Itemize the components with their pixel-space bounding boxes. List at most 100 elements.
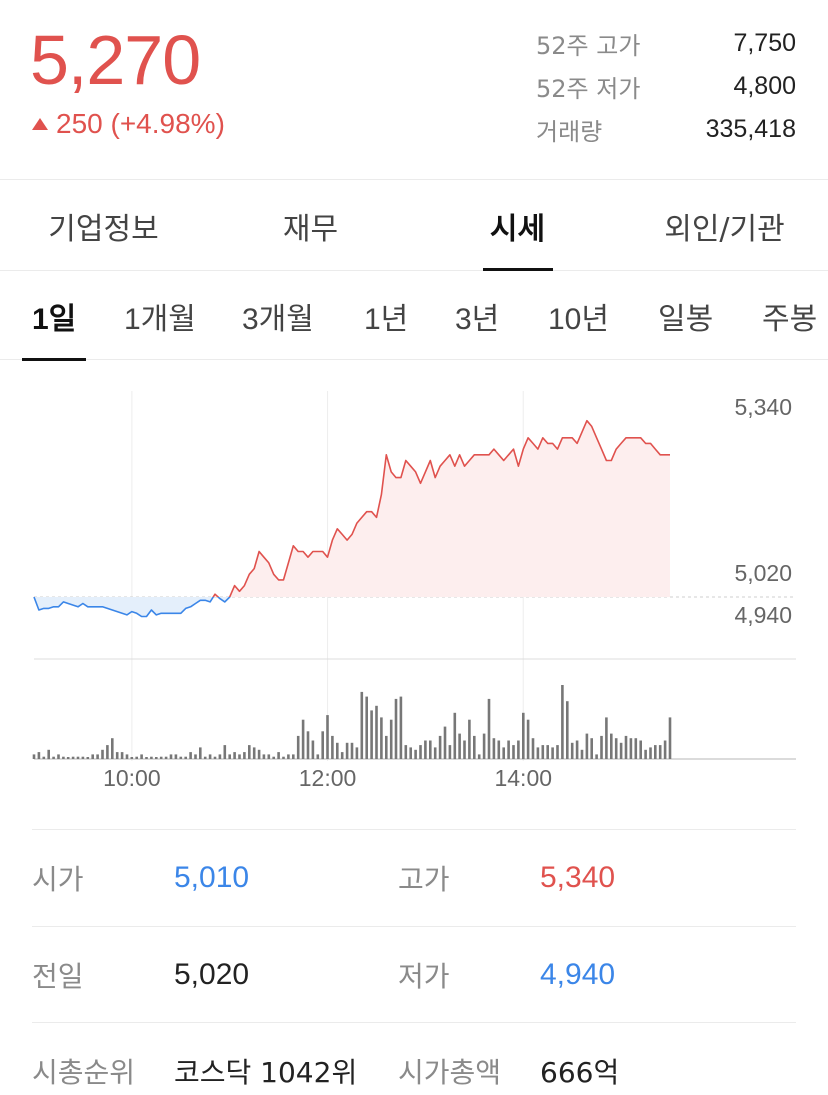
- y-axis-label: 4,940: [734, 602, 792, 628]
- volume-bar: [443, 726, 447, 759]
- volume-bar: [512, 745, 515, 759]
- volume-bar: [57, 754, 60, 759]
- stat-label: 52주 저가: [536, 75, 641, 103]
- volume-bar: [610, 733, 613, 759]
- volume-bar: [91, 754, 94, 759]
- volume-bar: [213, 756, 217, 759]
- volume-bar: [184, 756, 187, 759]
- volume-bar: [414, 749, 417, 760]
- volume-bar: [639, 740, 642, 759]
- volume-bar: [174, 754, 178, 759]
- volume-bar: [473, 735, 476, 759]
- volume-bar: [424, 740, 427, 759]
- volume-bar: [125, 754, 129, 759]
- volume-bar: [106, 745, 109, 759]
- volume-bar: [389, 719, 393, 759]
- volume-bar: [654, 745, 657, 759]
- volume-bar: [453, 712, 457, 760]
- price-area-down: [34, 597, 670, 617]
- volume-bar: [81, 756, 85, 759]
- volume-bar: [429, 740, 432, 759]
- volume-bar: [179, 756, 183, 759]
- stat-value: 4,800: [733, 72, 796, 100]
- period-10y[interactable]: 10년: [548, 303, 609, 336]
- volume-bar: [556, 745, 559, 759]
- volume-bar: [252, 747, 256, 759]
- info-row-rank-cap: 시총순위 코스닥 1042위 시가총액 666억: [32, 1022, 796, 1095]
- tab-financials[interactable]: 재무: [282, 211, 339, 247]
- volume-bar: [130, 757, 134, 759]
- volume-bar: [575, 740, 579, 759]
- volume-bar: [277, 752, 280, 759]
- volume-bar: [380, 717, 383, 759]
- stat-52w-low: 52주 저가 4,800: [536, 65, 796, 108]
- volume-bar: [47, 749, 50, 760]
- tab-company-info[interactable]: 기업정보: [48, 211, 159, 247]
- volume-bar: [169, 754, 173, 759]
- volume-bar: [649, 747, 652, 759]
- volume-bar: [502, 747, 505, 759]
- volume-bar: [477, 754, 481, 759]
- volume-bar: [150, 756, 153, 759]
- volume-bar: [66, 757, 70, 759]
- volume-bar: [419, 745, 422, 759]
- volume-bar: [482, 733, 486, 759]
- volume-bar: [507, 740, 510, 759]
- volume-bar: [199, 747, 202, 759]
- tab-foreign-institutional[interactable]: 외인/기관: [664, 211, 785, 247]
- price-header: 5,270 250 (+4.98%) 52주 고가 7,750 52주 저가 4…: [0, 0, 828, 180]
- volume-bar: [316, 754, 320, 759]
- volume-bar: [433, 747, 437, 759]
- open-value: 5,010: [174, 861, 250, 894]
- market-cap-label: 시가총액: [398, 1056, 502, 1089]
- volume-bar: [629, 738, 633, 759]
- intraday-chart[interactable]: 5,340 5,020 4,940 10:00 12:00 14:00: [0, 361, 828, 811]
- stat-volume: 거래량 335,418: [536, 108, 796, 151]
- x-axis-label: 14:00: [494, 765, 552, 791]
- period-1m[interactable]: 1개월: [124, 303, 196, 336]
- quote-info-table: 시가 5,010 고가 5,340 전일 5,020 저가 4,940 시총순위…: [32, 829, 796, 1095]
- volume-bar: [164, 756, 168, 759]
- volume-bar: [331, 735, 334, 759]
- volume-bar: [208, 754, 212, 759]
- volume-bar: [375, 705, 378, 759]
- period-weekly-candle[interactable]: 주봉: [762, 303, 818, 336]
- volume-bar: [189, 752, 192, 759]
- stat-value: 7,750: [733, 29, 796, 57]
- volume-bar: [409, 747, 412, 759]
- volume-bar: [194, 754, 197, 759]
- volume-bar: [159, 756, 163, 759]
- volume-bar: [296, 735, 300, 759]
- volume-bar: [463, 740, 466, 759]
- volume-bar: [438, 735, 442, 759]
- volume-bar: [71, 756, 75, 759]
- volume-bar: [238, 754, 241, 759]
- volume-bar: [120, 752, 124, 759]
- volume-bar: [531, 738, 535, 759]
- volume-bar: [62, 756, 65, 759]
- volume-bar: [350, 742, 354, 759]
- volume-bar: [145, 757, 148, 759]
- volume-bar: [385, 735, 388, 759]
- tab-quotes[interactable]: 시세: [414, 181, 621, 270]
- low-label: 저가: [398, 960, 450, 993]
- price-line-up: [34, 419, 670, 597]
- volume-bar: [668, 717, 672, 759]
- period-3y[interactable]: 3년: [455, 303, 500, 336]
- volume-bar: [658, 745, 662, 759]
- stat-label: 거래량: [536, 118, 603, 146]
- volume-bar: [311, 740, 315, 759]
- volume-bar: [487, 698, 491, 759]
- volume-bar: [370, 710, 373, 759]
- period-1y[interactable]: 1년: [364, 303, 409, 336]
- volume-bar: [345, 742, 349, 759]
- period-3m[interactable]: 3개월: [242, 303, 314, 336]
- volume-bar: [644, 749, 647, 760]
- volume-bar: [522, 712, 525, 760]
- period-1d[interactable]: 1일: [21, 272, 87, 361]
- volume-bar: [360, 691, 364, 759]
- volume-bar: [570, 742, 574, 759]
- volume-bar: [448, 745, 452, 759]
- period-daily-candle[interactable]: 일봉: [658, 303, 714, 336]
- triangle-up-icon: [32, 118, 48, 130]
